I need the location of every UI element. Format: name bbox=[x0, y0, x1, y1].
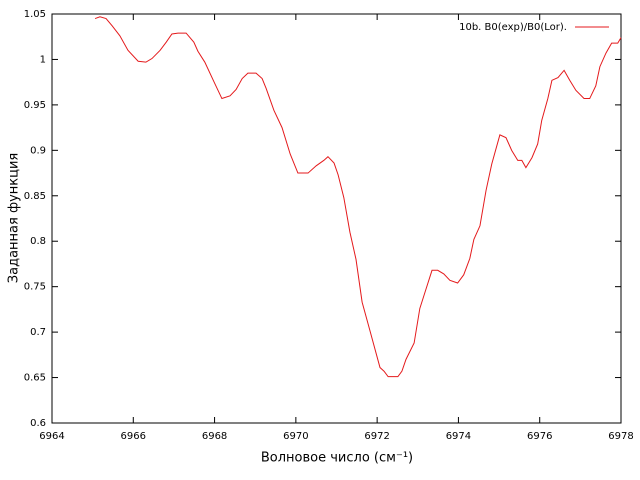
plot-border bbox=[51, 13, 622, 424]
x-tick-label: 6968 bbox=[202, 431, 227, 442]
x-tick-label: 6972 bbox=[364, 431, 389, 442]
y-tick-label: 0.6 bbox=[30, 418, 46, 429]
x-tick-label: 6978 bbox=[608, 431, 633, 442]
y-tick-label: 0.9 bbox=[30, 145, 46, 156]
y-tick-label: 0.8 bbox=[30, 236, 46, 247]
x-tick-label: 6976 bbox=[527, 431, 552, 442]
y-tick-label: 1 bbox=[40, 54, 46, 65]
x-tick-label: 6974 bbox=[446, 431, 471, 442]
x-tick-label: 6966 bbox=[121, 431, 146, 442]
y-tick-label: 0.85 bbox=[24, 191, 46, 202]
y-tick-label: 0.7 bbox=[30, 327, 46, 338]
y-tick-label: 1.05 bbox=[24, 9, 46, 20]
x-axis-label: Волновое число (см⁻¹) bbox=[261, 451, 413, 466]
y-tick-label: 0.95 bbox=[24, 100, 46, 111]
y-axis-label: Заданная функция bbox=[7, 153, 22, 283]
legend-label: 10b. B0(exp)/B0(Lor). bbox=[459, 22, 567, 33]
x-tick-label: 6964 bbox=[39, 431, 64, 442]
y-tick-label: 0.65 bbox=[24, 373, 46, 384]
x-tick-label: 6970 bbox=[283, 431, 308, 442]
y-tick-label: 0.75 bbox=[24, 282, 46, 293]
series-line bbox=[94, 16, 622, 378]
